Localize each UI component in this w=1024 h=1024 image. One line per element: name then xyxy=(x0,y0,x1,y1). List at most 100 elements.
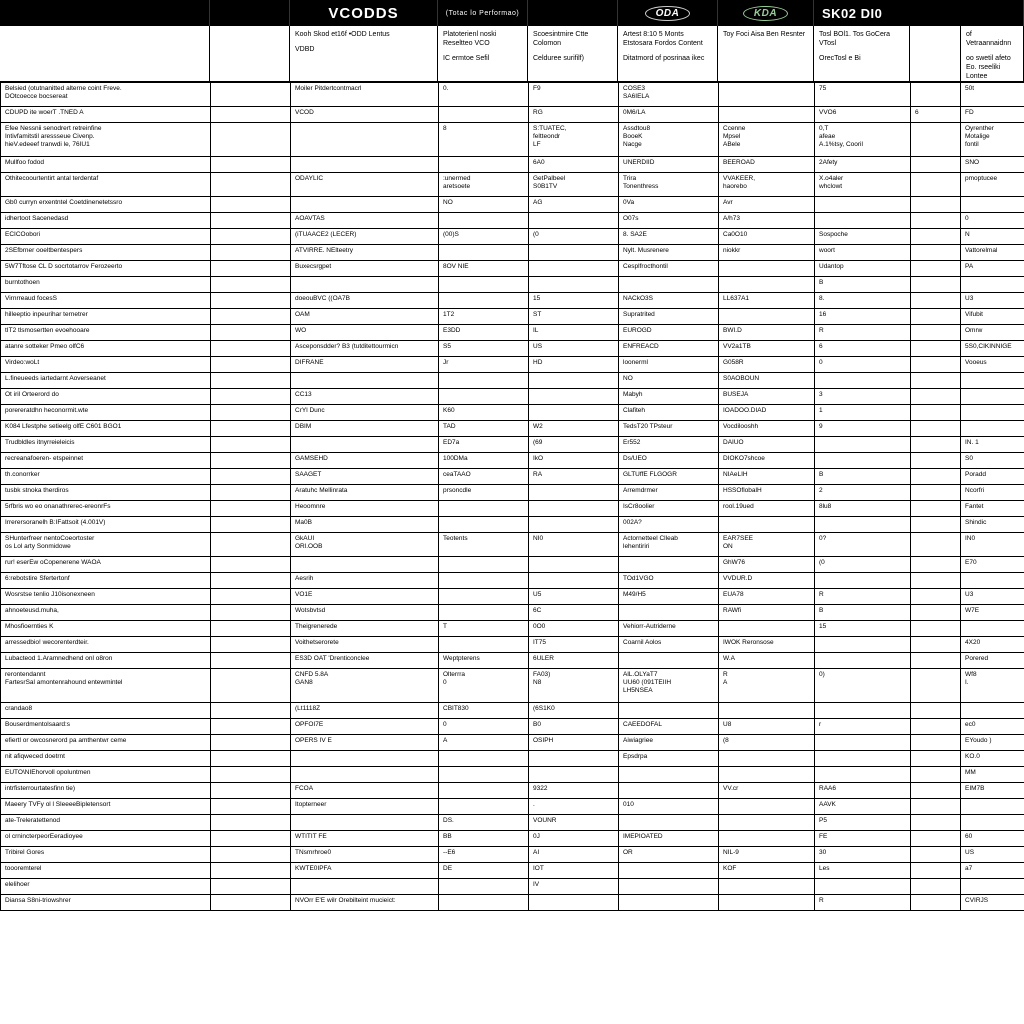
table-cell: Ds/UEO xyxy=(619,453,719,469)
table-cell: BUSEJA xyxy=(719,389,815,405)
table-cell xyxy=(815,767,911,783)
table-cell xyxy=(719,621,815,637)
table-cell xyxy=(815,437,911,453)
table-cell: porereratdhn heconormit.wte xyxy=(1,405,211,421)
table-cell: U5 xyxy=(529,589,619,605)
table-cell: 0) xyxy=(815,669,911,703)
table-cell xyxy=(211,533,291,557)
table-cell xyxy=(911,895,961,911)
table-cell: Wotsbvtsd xyxy=(291,605,439,621)
table-cell: (0 xyxy=(529,229,619,245)
table-cell: TNsmrhroe0 xyxy=(291,847,439,863)
table-cell: IOADOO.DIAD xyxy=(719,405,815,421)
table-cell: Udantop xyxy=(815,261,911,277)
table-cell xyxy=(439,637,529,653)
table-cell xyxy=(291,123,439,157)
table-cell xyxy=(911,517,961,533)
table-cell: TriraTonenthress xyxy=(619,173,719,197)
table-cell xyxy=(815,517,911,533)
table-cell: AOAVTAS xyxy=(291,213,439,229)
table-cell: Weptpterens xyxy=(439,653,529,669)
table-cell xyxy=(961,389,1024,405)
table-cell: rool.19ued xyxy=(719,501,815,517)
table-cell xyxy=(911,405,961,421)
table-cell: 15 xyxy=(529,293,619,309)
table-cell: CAEEDOFAL xyxy=(619,719,719,735)
table-cell: tIT2 tlsmosertten evoehooare xyxy=(1,325,211,341)
table-cell: 010 xyxy=(619,799,719,815)
table-cell xyxy=(439,799,529,815)
table-cell xyxy=(815,751,911,767)
table-cell: R xyxy=(815,325,911,341)
table-cell: Buxecsrgpet xyxy=(291,261,439,277)
table-cell xyxy=(529,245,619,261)
table-cell xyxy=(911,453,961,469)
table-cell xyxy=(719,261,815,277)
table-cell: Sospoche xyxy=(815,229,911,245)
table-cell xyxy=(211,261,291,277)
table-cell xyxy=(211,309,291,325)
table-cell xyxy=(439,517,529,533)
table-cell xyxy=(211,719,291,735)
table-cell: ED7a xyxy=(439,437,529,453)
table-cell xyxy=(911,847,961,863)
table-cell: Heoomnre xyxy=(291,501,439,517)
table-cell xyxy=(911,557,961,573)
table-cell: (Lt1118Z xyxy=(291,703,439,719)
table-cell: 0M6/LA xyxy=(619,107,719,123)
table-cell xyxy=(211,815,291,831)
table-cell: RG xyxy=(529,107,619,123)
table-cell xyxy=(211,751,291,767)
table-cell: 100DMa xyxy=(439,453,529,469)
table-cell: 5rfbris wo eo onanathrerec-ereonrFs xyxy=(1,501,211,517)
table-cell: OyrentherMotaligefontil xyxy=(961,123,1024,157)
table-cell: BB xyxy=(439,831,529,847)
table-cell: Voithetserorete xyxy=(291,637,439,653)
table-cell xyxy=(211,341,291,357)
table-cell: nit afiqweced doetrnt xyxy=(1,751,211,767)
table-cell xyxy=(529,485,619,501)
table-cell: 2SEfbrner ooeltbentespers xyxy=(1,245,211,261)
table-cell xyxy=(619,767,719,783)
table-cell: --E6 xyxy=(439,847,529,863)
table-cell: Maeery TVFy ol l SleeeeBipletensort xyxy=(1,799,211,815)
table-cell: O07s xyxy=(619,213,719,229)
table-cell: B xyxy=(815,605,911,621)
table-cell: RAWfi xyxy=(719,605,815,621)
table-cell xyxy=(211,517,291,533)
sh-1 xyxy=(210,26,290,81)
table-cell: EYoudo ) xyxy=(961,735,1024,751)
table-cell xyxy=(529,767,619,783)
table-cell xyxy=(911,373,961,389)
table-row: atanre sotteker Pmeo olfC6Asceponsdder? … xyxy=(1,341,1024,357)
table-cell xyxy=(911,637,961,653)
table-cell: 8 xyxy=(439,123,529,157)
table-cell xyxy=(719,895,815,911)
table-row: Wosrstse tenlio J10isonexneenVO1EU5M49/H… xyxy=(1,589,1024,605)
table-cell: Vehiorr-Autriderne xyxy=(619,621,719,637)
table-cell xyxy=(911,123,961,157)
table-cell: Shindic xyxy=(961,517,1024,533)
table-cell xyxy=(911,863,961,879)
table-cell xyxy=(211,229,291,245)
table-cell: Ncorfri xyxy=(961,485,1024,501)
table-cell: Fantet xyxy=(961,501,1024,517)
table-cell xyxy=(291,751,439,767)
data-table: Belsied (otutnanitted alterne coint Frev… xyxy=(0,82,1024,911)
table-cell: DIFRANE xyxy=(291,357,439,373)
table-cell xyxy=(911,815,961,831)
table-cell: COSE3SA6IELA xyxy=(619,83,719,107)
table-cell: CVIRJS xyxy=(961,895,1024,911)
table-cell xyxy=(211,357,291,373)
table-row: th.conorrkerSAAGETceaTAAORAGLTUffE FLGOG… xyxy=(1,469,1024,485)
table-cell xyxy=(719,879,815,895)
table-cell xyxy=(719,831,815,847)
table-cell: ATVIRRE. NElteetry xyxy=(291,245,439,261)
table-cell xyxy=(619,557,719,573)
table-row: Mullfoo fodod6A0UNERDIIDBEEROAD2AfetySNO xyxy=(1,157,1024,173)
table-cell: AlL.OLYaT7UU60 (091TEIIHLH5NSEA xyxy=(619,669,719,703)
table-cell xyxy=(439,605,529,621)
table-cell xyxy=(211,373,291,389)
table-cell: IV xyxy=(529,879,619,895)
table-cell: NVOrr E'E wilr Orebilteint mucieict: xyxy=(291,895,439,911)
